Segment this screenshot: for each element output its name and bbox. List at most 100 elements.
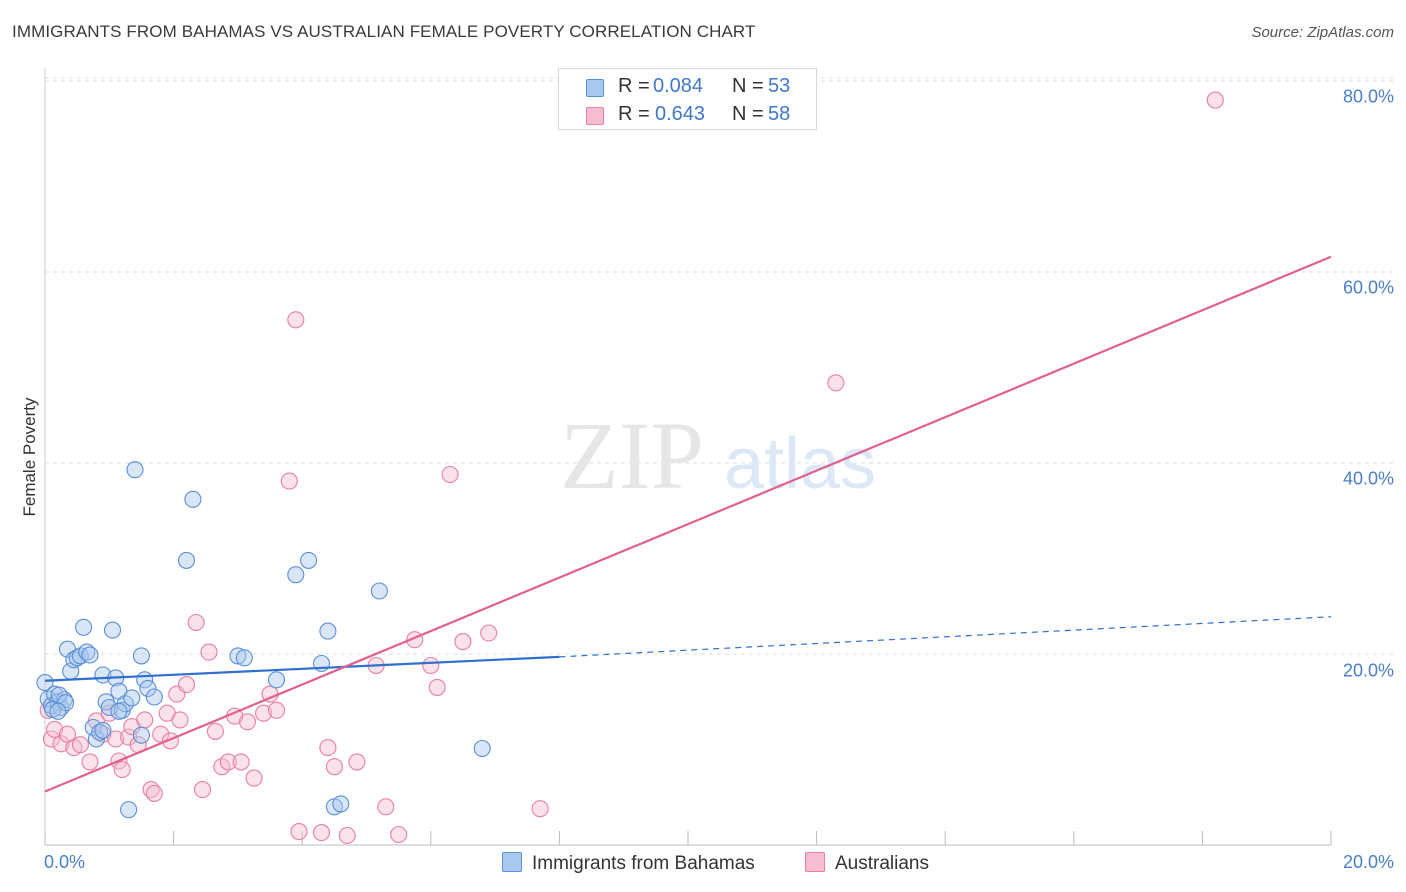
bahamas-point xyxy=(473,739,491,758)
australians-point xyxy=(232,753,250,771)
australians-point xyxy=(441,465,459,484)
legend-n-value: 53 xyxy=(768,75,791,97)
correlation-legend: R = 0.084 N = 53 R = 0.643 N = 58 xyxy=(558,68,817,130)
bahamas-point xyxy=(332,795,350,813)
australians-point xyxy=(245,769,263,787)
x-tick-label: 20.0% xyxy=(1342,852,1394,872)
bahamas-point xyxy=(103,621,122,639)
legend-r-label: R = xyxy=(618,103,650,125)
australians-point xyxy=(267,701,286,719)
bahamas-points xyxy=(36,461,491,819)
bahamas-point xyxy=(100,698,118,717)
legend-r-value: 0.084 xyxy=(653,75,704,97)
australians-point xyxy=(255,704,273,722)
australians-point xyxy=(290,823,308,841)
bottom-legend-swatch-pink xyxy=(805,852,825,872)
y-tick-label: 60.0% xyxy=(1342,277,1394,298)
x-tick-label: 0.0% xyxy=(44,852,86,872)
bahamas-point xyxy=(81,646,99,664)
bahamas-point xyxy=(145,688,163,706)
bahamas-point xyxy=(36,674,54,692)
australians-point xyxy=(531,800,549,818)
y-tick-label: 40.0% xyxy=(1342,468,1394,489)
bahamas-point xyxy=(229,647,247,665)
australians-trend-line xyxy=(44,255,1332,793)
legend-swatch-blue xyxy=(586,79,604,97)
source-label: Source: ZipAtlas.com xyxy=(1251,24,1394,41)
bottom-legend-australians: Australians xyxy=(805,852,929,875)
bahamas-point xyxy=(94,721,112,739)
y-tick-label: 20.0% xyxy=(1342,660,1394,681)
chart-title: IMMIGRANTS FROM BAHAMAS VS AUSTRALIAN FE… xyxy=(12,22,756,41)
bahamas-point xyxy=(132,726,150,744)
australians-point xyxy=(428,678,446,696)
australians-point xyxy=(348,753,366,771)
legend-r-value: 0.643 xyxy=(655,103,706,125)
australians-point xyxy=(46,720,64,738)
watermark-zip: ZIP xyxy=(560,402,704,509)
bahamas-point xyxy=(97,693,115,711)
bahamas-point xyxy=(132,647,150,665)
bahamas-point xyxy=(235,649,253,667)
australians-point xyxy=(107,730,125,748)
australians-point xyxy=(187,613,205,632)
australians-point xyxy=(454,633,472,651)
bahamas-point xyxy=(319,622,337,640)
australians-point xyxy=(193,781,212,799)
grid xyxy=(45,77,1393,655)
australians-point xyxy=(325,758,343,776)
bahamas-point xyxy=(287,566,305,584)
legend-swatch-pink xyxy=(586,107,604,125)
bahamas-point xyxy=(49,702,67,720)
watermark-atlas: atlas xyxy=(724,424,876,504)
x-axis xyxy=(44,68,1332,846)
bottom-legend-swatch-blue xyxy=(502,852,522,872)
bahamas-trend-extension xyxy=(559,616,1332,658)
legend-row-bahamas: R = 0.084 N = 53 xyxy=(559,73,816,101)
australians-point xyxy=(206,722,224,740)
bottom-legend-label: Australians xyxy=(835,853,929,874)
australians-point xyxy=(422,656,440,675)
bottom-legend-bahamas: Immigrants from Bahamas xyxy=(502,852,755,875)
bahamas-point xyxy=(300,551,318,569)
australians-point xyxy=(145,784,163,802)
australians-point xyxy=(177,676,196,694)
bahamas-point xyxy=(78,643,96,661)
bahamas-point xyxy=(177,551,196,569)
australians-point xyxy=(287,311,305,329)
bahamas-point xyxy=(126,461,144,479)
australians-point xyxy=(338,826,356,845)
bottom-legend-label: Immigrants from Bahamas xyxy=(532,853,755,874)
australians-point xyxy=(42,730,60,748)
legend-n-value: 58 xyxy=(768,103,791,125)
bahamas-point xyxy=(267,671,286,689)
australians-point xyxy=(319,739,337,757)
bahamas-trend-line xyxy=(44,655,560,682)
bahamas-point xyxy=(123,689,141,707)
australians-point xyxy=(480,624,498,642)
australians-point xyxy=(136,711,154,729)
australians-point xyxy=(377,798,395,816)
legend-r-label: R = xyxy=(618,75,650,97)
australians-point xyxy=(81,753,99,771)
legend-n-label: N = xyxy=(732,103,764,125)
bahamas-point xyxy=(139,679,157,697)
australians-point xyxy=(71,736,89,754)
bahamas-point xyxy=(370,582,388,600)
australians-point xyxy=(280,472,298,490)
australians-point xyxy=(238,713,257,731)
australians-points xyxy=(39,91,1224,845)
australians-point xyxy=(827,374,845,392)
bahamas-point xyxy=(120,801,138,819)
australians-point xyxy=(113,761,131,779)
bahamas-point xyxy=(75,618,93,636)
australians-point xyxy=(390,825,408,844)
legend-n-label: N = xyxy=(732,75,764,97)
trend-lines xyxy=(44,255,1332,793)
australians-point xyxy=(219,753,237,771)
australians-point xyxy=(312,824,331,842)
australians-point xyxy=(52,735,70,753)
y-tick-label: 80.0% xyxy=(1342,86,1394,107)
bahamas-point xyxy=(110,702,128,720)
